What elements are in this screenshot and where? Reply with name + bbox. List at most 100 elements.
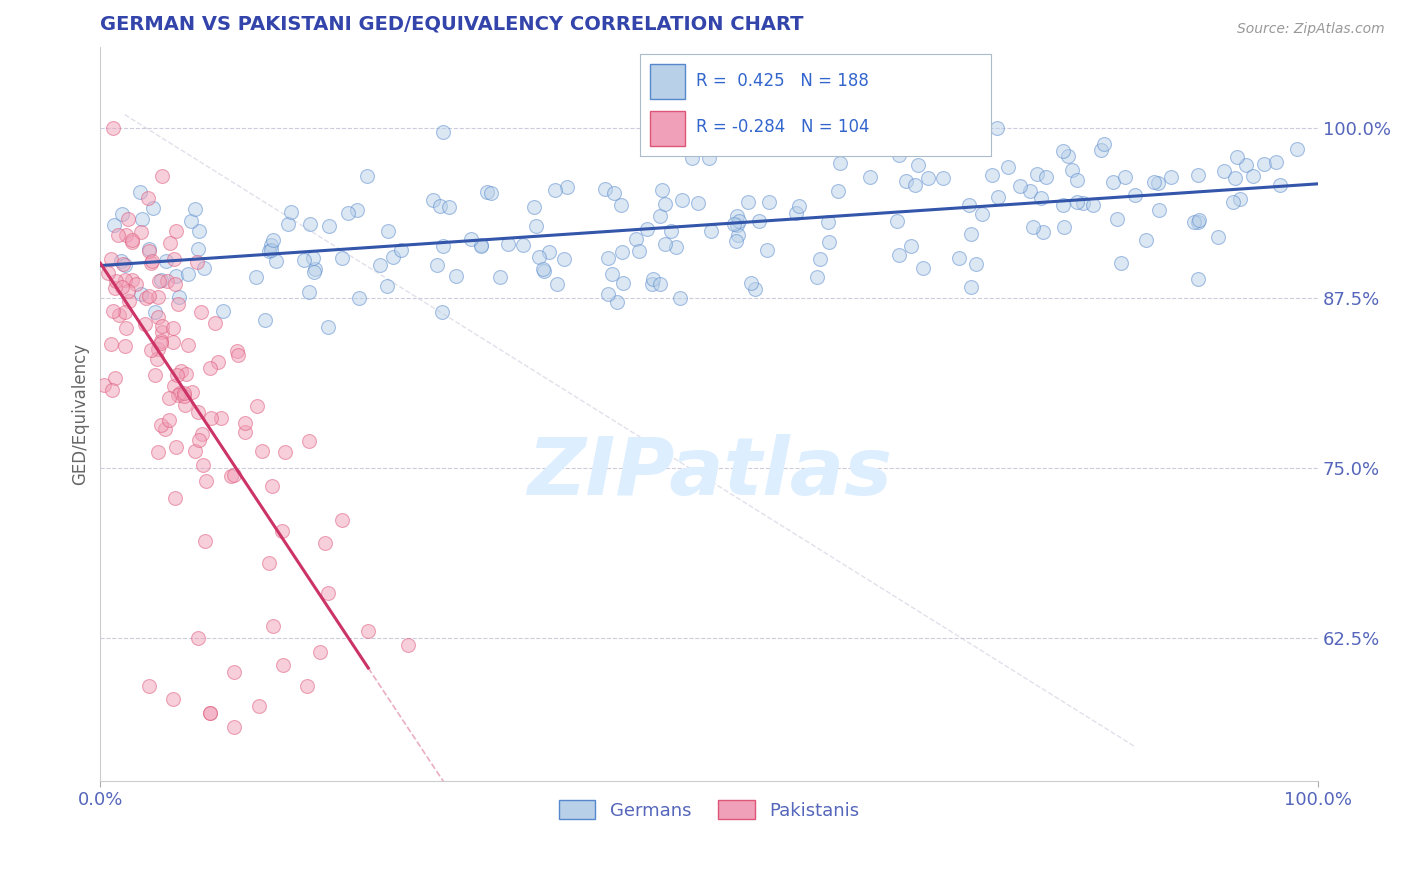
Point xyxy=(1114,170,1136,185)
Point xyxy=(145,352,167,367)
Point xyxy=(101,384,124,398)
Text: R = -0.284   N = 104: R = -0.284 N = 104 xyxy=(696,119,869,136)
Point xyxy=(204,316,226,330)
Point xyxy=(681,151,703,165)
Point xyxy=(304,264,326,278)
Point xyxy=(1056,149,1078,163)
Point xyxy=(252,443,274,458)
Point xyxy=(1092,136,1115,151)
Point xyxy=(198,706,221,720)
Point xyxy=(932,136,955,151)
Point xyxy=(818,235,841,249)
Point xyxy=(606,295,628,310)
Point xyxy=(965,257,987,271)
Point xyxy=(143,304,166,318)
Point xyxy=(280,205,302,219)
Point xyxy=(671,193,693,207)
Point xyxy=(141,254,163,268)
Point xyxy=(121,233,143,247)
Point xyxy=(298,434,321,448)
Point xyxy=(917,170,939,185)
Point xyxy=(143,368,166,382)
Point xyxy=(97,266,120,280)
Point xyxy=(1188,212,1211,227)
Point xyxy=(165,277,187,291)
Point xyxy=(555,180,578,194)
Point xyxy=(1160,170,1182,185)
Point xyxy=(177,268,200,282)
Point xyxy=(446,268,468,283)
Point xyxy=(184,443,207,458)
Point xyxy=(107,308,129,322)
Point xyxy=(100,252,122,266)
Point xyxy=(150,417,173,432)
Point xyxy=(1229,192,1251,206)
Point xyxy=(117,284,139,298)
Point xyxy=(264,253,287,268)
Point xyxy=(181,384,204,399)
Point xyxy=(271,524,294,538)
Point xyxy=(114,305,136,319)
Point xyxy=(131,225,153,239)
Point xyxy=(1105,211,1128,226)
Point xyxy=(1187,168,1209,182)
Point xyxy=(1147,202,1170,217)
Point xyxy=(180,214,202,228)
Point xyxy=(628,244,651,258)
Point xyxy=(129,287,152,301)
Point xyxy=(125,277,148,291)
Text: Source: ZipAtlas.com: Source: ZipAtlas.com xyxy=(1237,22,1385,37)
Point xyxy=(610,198,633,212)
Point xyxy=(460,231,482,245)
Point xyxy=(426,258,449,272)
Point xyxy=(1052,144,1074,158)
Point xyxy=(377,224,399,238)
Point xyxy=(163,491,186,505)
Point xyxy=(827,184,849,198)
Point xyxy=(274,445,297,459)
Point xyxy=(187,631,209,645)
Point xyxy=(330,513,353,527)
Point xyxy=(114,339,136,353)
Point xyxy=(886,213,908,227)
Point xyxy=(262,619,284,633)
Point xyxy=(173,398,195,412)
Point xyxy=(121,235,143,250)
Point xyxy=(262,233,284,247)
Point xyxy=(107,228,129,243)
Point xyxy=(139,255,162,269)
Point xyxy=(648,277,671,291)
Point xyxy=(612,276,634,290)
Point xyxy=(368,258,391,272)
Point xyxy=(159,235,181,250)
Point xyxy=(257,556,280,570)
Point xyxy=(167,290,190,304)
Point xyxy=(259,244,281,258)
Point xyxy=(219,468,242,483)
Point xyxy=(1071,195,1094,210)
Point xyxy=(224,665,246,680)
Point xyxy=(727,228,749,243)
Point xyxy=(162,334,184,349)
Point xyxy=(103,304,125,318)
Point xyxy=(184,202,207,216)
Point xyxy=(665,240,688,254)
Point xyxy=(1123,188,1146,202)
Point xyxy=(808,252,831,267)
Point xyxy=(198,361,221,376)
Point xyxy=(129,185,152,199)
Point xyxy=(194,475,217,489)
Point xyxy=(149,334,172,348)
Point xyxy=(148,274,170,288)
Point xyxy=(159,391,181,405)
Point xyxy=(186,254,208,268)
Point xyxy=(318,219,340,234)
Point xyxy=(470,238,492,252)
Point xyxy=(669,291,692,305)
Point xyxy=(277,217,299,231)
Point xyxy=(134,317,156,331)
Point xyxy=(527,250,550,264)
Point xyxy=(207,355,229,369)
Point xyxy=(817,215,839,229)
Point xyxy=(111,257,134,271)
